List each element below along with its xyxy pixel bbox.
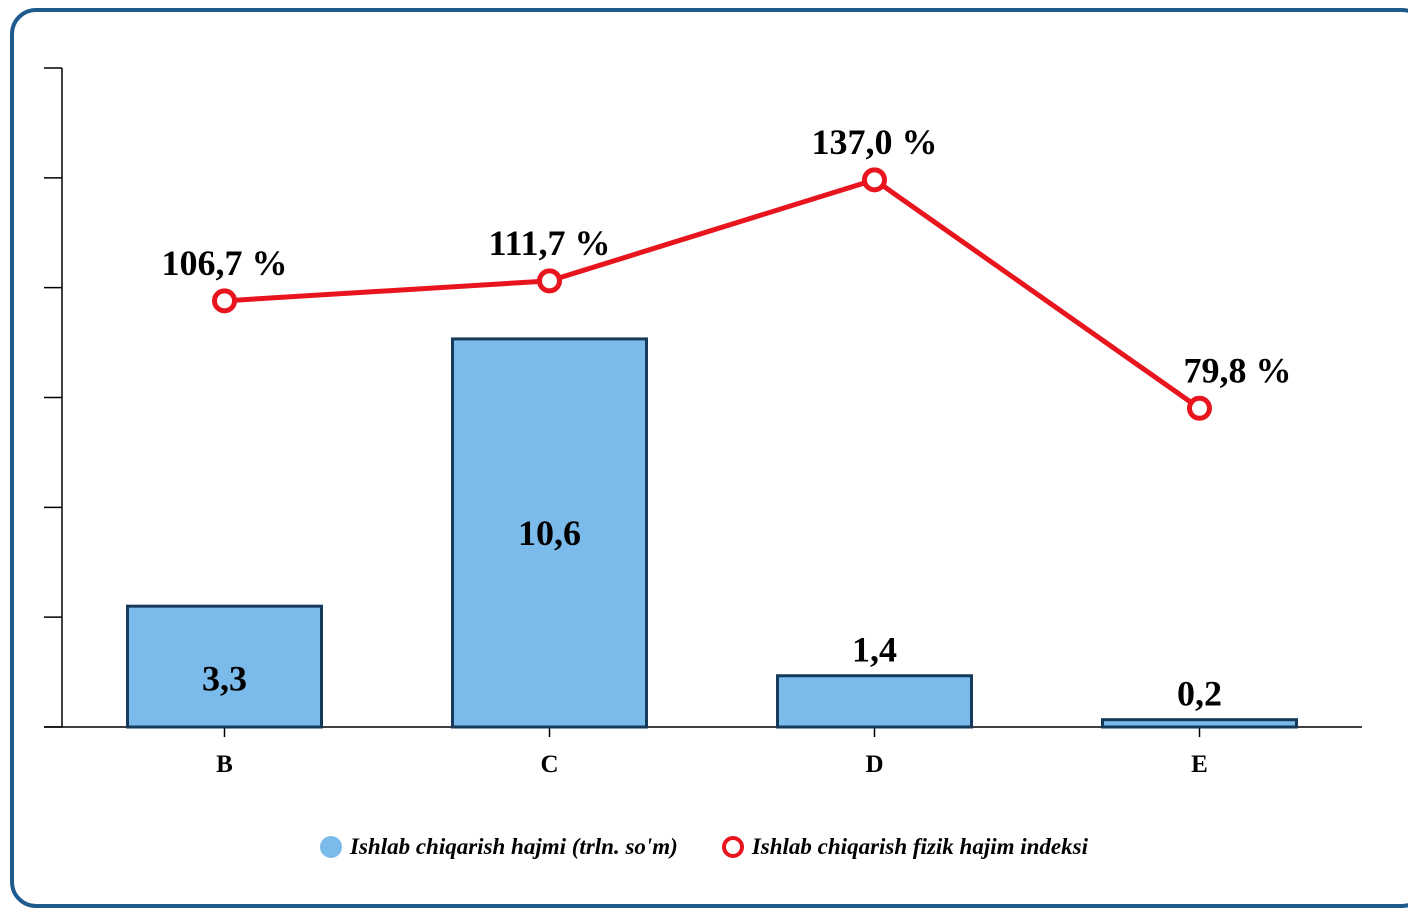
bar-layer (126, 337, 1298, 729)
index-point (862, 167, 887, 193)
legend: Ishlab chiqarish hajmi (trln. so'm) Ishl… (0, 830, 1408, 864)
bar-data-label: 1,4 (852, 630, 897, 670)
chart-canvas: B 3,3 C 10,6 D 1,4 E 0,2 106,7 % 111,7 % 137,0 % 79… (44, 67, 1362, 778)
legend-bar-label: Ishlab chiqarish hajmi (trln. so'm) (350, 834, 678, 859)
legend-line-label: Ishlab chiqarish fizik hajim indeksi (751, 834, 1088, 859)
bar (451, 337, 648, 729)
bar (776, 674, 973, 729)
index-point (212, 288, 237, 314)
line-layer (212, 167, 1212, 421)
line-data-label: 111,7 % (488, 223, 610, 263)
line-data-label: 106,7 % (162, 243, 288, 283)
chart-frame (10, 8, 1408, 908)
legend-line-swatch (721, 836, 744, 858)
x-tick-label: C (540, 751, 558, 778)
x-tick-label: B (216, 751, 233, 778)
bar-data-label: 3,3 (202, 659, 247, 699)
x-tick-label: D (865, 751, 883, 778)
bar-data-label: 0,2 (1177, 674, 1222, 714)
bar-data-label: 10,6 (518, 513, 581, 553)
legend-bar-swatch (320, 836, 342, 858)
index-point (537, 268, 562, 294)
bar (1101, 718, 1298, 729)
x-tick-label: E (1191, 751, 1208, 778)
line-data-label: 137,0 % (812, 122, 938, 162)
index-line (224, 177, 1201, 411)
legend-item-line: Ishlab chiqarish fizik hajim indeksi (721, 834, 1088, 860)
bar (126, 604, 323, 729)
legend-item-bars: Ishlab chiqarish hajmi (trln. so'm) (320, 834, 678, 860)
line-data-label: 79,8 % (1184, 350, 1292, 390)
label-layer: B 3,3 C 10,6 D 1,4 E 0,2 106,7 % 111,7 % 137,0 % 79… (162, 122, 1292, 778)
index-point (1187, 395, 1212, 421)
